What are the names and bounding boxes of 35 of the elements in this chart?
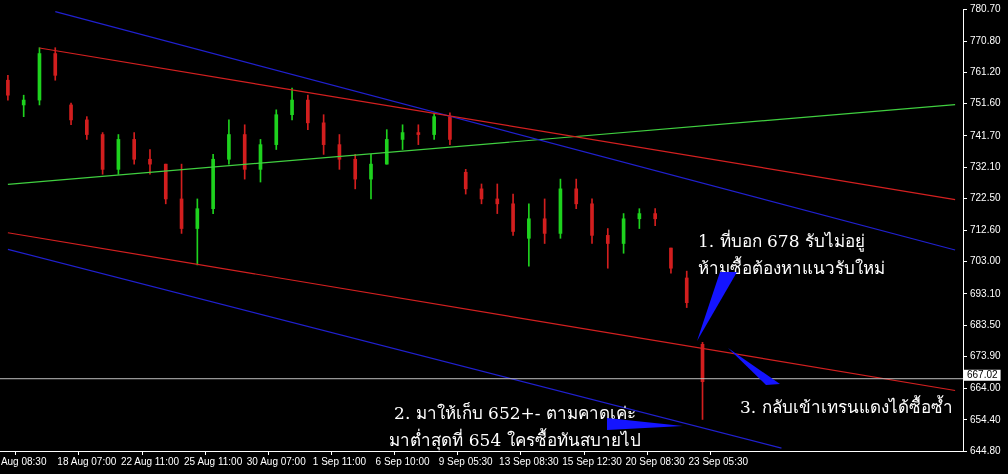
x-tick-label: 22 Aug 11:00 <box>120 455 180 467</box>
y-tick-label: 683.50 <box>970 318 1002 330</box>
y-tick-label: 761.20 <box>970 66 1002 78</box>
x-tick-label: 9 Sep 05:30 <box>438 455 494 467</box>
x-tick-label: 20 Sep 08:30 <box>625 455 686 467</box>
y-tick-label: 751.60 <box>970 97 1002 109</box>
x-tick-label: 18 Aug 07:00 <box>57 455 117 467</box>
y-tick-label: 673.90 <box>970 350 1002 362</box>
y-tick-label: 741.70 <box>970 129 1002 141</box>
y-tick-label: 693.10 <box>970 287 1002 299</box>
x-tick-label: 15 Sep 12:30 <box>562 455 623 467</box>
x-tick-label: 30 Aug 07:00 <box>246 455 307 467</box>
x-tick-label: Aug 08:30 <box>0 455 47 467</box>
candlestick <box>148 149 152 175</box>
candlestick <box>495 183 500 214</box>
y-tick-label: 664.00 <box>970 382 1002 394</box>
x-tick-label: 6 Sep 10:00 <box>375 455 430 467</box>
y-tick-label: 644.80 <box>970 444 1002 456</box>
y-tick-label: 703.00 <box>970 255 1002 267</box>
candlestick <box>605 228 610 269</box>
y-tick-label: 732.10 <box>970 160 1002 172</box>
ref-line-label: 667.02 <box>967 368 999 380</box>
y-tick-label: 770.80 <box>970 34 1002 46</box>
x-tick-label: 23 Sep 05:30 <box>688 455 749 467</box>
y-tick-label: 780.70 <box>970 2 1002 14</box>
x-tick-label: 13 Sep 08:30 <box>499 455 560 467</box>
y-tick-label: 722.50 <box>970 192 1002 204</box>
y-tick-label: 654.40 <box>970 413 1002 425</box>
annotation: 3. กลับเข้าเทรนแดงได้ซื้อซ้ำ <box>740 394 953 419</box>
x-tick-label: 1 Sep 11:00 <box>312 455 367 467</box>
annotation: 1. ที่บอก 678 รับไม่อยู่ ห้ามซื้อต้องหาแนวรับใหม่ <box>698 228 885 280</box>
y-tick-label: 712.60 <box>970 224 1002 236</box>
annotation: 2. มาให้เก็บ 652+- ตามคาดเค่ะ มาต่ำสุดที่ 654 ใครซื้อทันสบายไป <box>388 401 642 453</box>
candlestick <box>21 94 26 117</box>
x-tick-label: 25 Aug 11:00 <box>184 455 243 467</box>
